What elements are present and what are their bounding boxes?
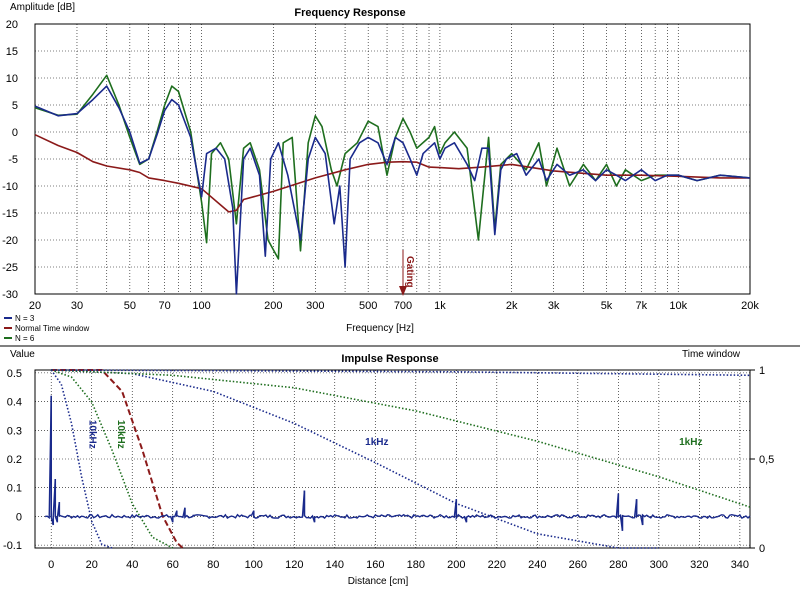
- legend-label: Normal Time window: [15, 324, 89, 333]
- legend-label: N = 6: [15, 334, 35, 343]
- time-window-curve: [50, 369, 174, 549]
- amplitude-tick-label: -25: [2, 262, 18, 274]
- amplitude-axis-label: Amplitude [dB]: [10, 2, 75, 13]
- distance-tick-label: 320: [690, 559, 708, 571]
- distance-tick-label: 340: [731, 559, 749, 571]
- distance-tick-label: 80: [207, 559, 219, 571]
- frequency-tick-label: 100: [192, 300, 210, 312]
- amplitude-tick-label: 15: [6, 46, 18, 58]
- frequency-tick-label: 10k: [669, 300, 687, 312]
- distance-tick-label: 220: [488, 559, 506, 571]
- amplitude-tick-label: -15: [2, 208, 18, 220]
- time-window-axis-label: Time window: [682, 349, 741, 360]
- distance-tick-label: 160: [366, 559, 384, 571]
- amplitude-tick-label: -10: [2, 181, 18, 193]
- frequency-tick-label: 3k: [548, 300, 560, 312]
- value-tick-label: 0.4: [7, 397, 22, 409]
- frequency-tick-label: 500: [359, 300, 377, 312]
- window-label: 10kHz: [87, 420, 98, 449]
- frequency-tick-label: 30: [71, 300, 83, 312]
- window-labels: 10kHz 10kHz 1kHz 1kHz: [87, 420, 703, 449]
- frequency-response-title: Frequency Response: [294, 7, 405, 19]
- frequency-series: [34, 74, 751, 295]
- impulse-grid: [34, 369, 751, 549]
- time-window-tick-label: 0,5: [759, 454, 774, 466]
- distance-tick-label: 20: [86, 559, 98, 571]
- frequency-tick-label: 20: [29, 300, 41, 312]
- amplitude-tick-label: 0: [12, 127, 18, 139]
- value-tick-label: 0.5: [7, 368, 22, 380]
- distance-tick-label: 200: [447, 559, 465, 571]
- impulse-trace: [45, 395, 751, 531]
- window-label: 1kHz: [365, 437, 388, 448]
- distance-tick-label: 60: [167, 559, 179, 571]
- gating-arrow: [399, 286, 408, 296]
- distance-tick-label: 140: [326, 559, 344, 571]
- time-window-curve: [51, 369, 184, 549]
- frequency-tick-label: 700: [394, 300, 412, 312]
- amplitude-tick-labels: 20 15 10 5 0 -5 -10 -15 -20 -25 -30: [2, 19, 18, 301]
- value-tick-labels: 0.5 0.4 0.3 0.2 0.1 0 -0.1: [3, 368, 22, 552]
- value-tick-label: 0.2: [7, 454, 22, 466]
- gating-label: Gating: [404, 256, 415, 288]
- distance-tick-label: 40: [126, 559, 138, 571]
- distance-tick-label: 280: [609, 559, 627, 571]
- distance-tick-label: 260: [569, 559, 587, 571]
- distance-tick-label: 100: [245, 559, 263, 571]
- distance-tick-labels: 0 20 40 60 80 100 120 140 160 180 200 220 240 260 280 3…: [48, 559, 749, 571]
- impulse-response-chart[interactable]: Impulse Response Value Time window Dista…: [3, 349, 774, 587]
- amplitude-tick-label: -5: [8, 154, 18, 166]
- value-axis-label: Value: [10, 349, 35, 360]
- amplitude-tick-label: -30: [2, 289, 18, 301]
- frequency-tick-label: 1k: [434, 300, 446, 312]
- value-tick-label: 0.3: [7, 425, 22, 437]
- distance-tick-label: 240: [528, 559, 546, 571]
- time-window-curves: [50, 369, 751, 549]
- gating-marker: Gating: [399, 250, 415, 296]
- amplitude-tick-label: -20: [2, 235, 18, 247]
- window-label: 10kHz: [115, 420, 126, 449]
- series-line-n--6: [34, 74, 751, 260]
- amplitude-tick-label: 5: [12, 100, 18, 112]
- frequency-tick-label: 200: [264, 300, 282, 312]
- legend-label: N = 3: [15, 314, 35, 323]
- distance-tick-label: 180: [407, 559, 425, 571]
- frequency-response-chart[interactable]: Frequency Response Amplitude [dB] Freque…: [2, 2, 759, 343]
- value-tick-label: 0: [16, 511, 22, 523]
- frequency-tick-label: 300: [306, 300, 324, 312]
- window-label: 1kHz: [679, 437, 702, 448]
- series-line-normal-time-window: [34, 133, 750, 213]
- time-window-curve: [51, 369, 751, 508]
- frequency-tick-labels: 20 30 50 70 100 200 300 500 700 1k 2k 3k 5k 7k 10k 20k: [29, 300, 759, 312]
- time-window-tick-labels: 10,50: [750, 365, 774, 555]
- amplitude-tick-label: 20: [6, 19, 18, 31]
- frequency-grid: [34, 23, 751, 295]
- distance-tick-label: 300: [650, 559, 668, 571]
- series-line-n--3: [34, 85, 751, 295]
- amplitude-tick-label: 10: [6, 73, 18, 85]
- impulse-line: [45, 395, 751, 531]
- time-window-curve: [50, 369, 113, 549]
- value-tick-label: -0.1: [3, 540, 22, 552]
- time-window-tick-label: 1: [759, 365, 765, 377]
- frequency-tick-label: 7k: [636, 300, 648, 312]
- distance-tick-label: 0: [48, 559, 54, 571]
- frequency-tick-label: 2k: [506, 300, 518, 312]
- frequency-tick-label: 50: [124, 300, 136, 312]
- frequency-tick-label: 20k: [741, 300, 759, 312]
- time-window-tick-label: 0: [759, 543, 765, 555]
- frequency-tick-label: 5k: [601, 300, 613, 312]
- time-window-curve: [51, 369, 659, 549]
- distance-axis-label: Distance [cm]: [348, 576, 409, 587]
- impulse-response-title: Impulse Response: [341, 353, 438, 365]
- distance-tick-label: 120: [285, 559, 303, 571]
- frequency-axis-label: Frequency [Hz]: [346, 323, 414, 334]
- value-tick-label: 0.1: [7, 483, 22, 495]
- frequency-tick-label: 70: [159, 300, 171, 312]
